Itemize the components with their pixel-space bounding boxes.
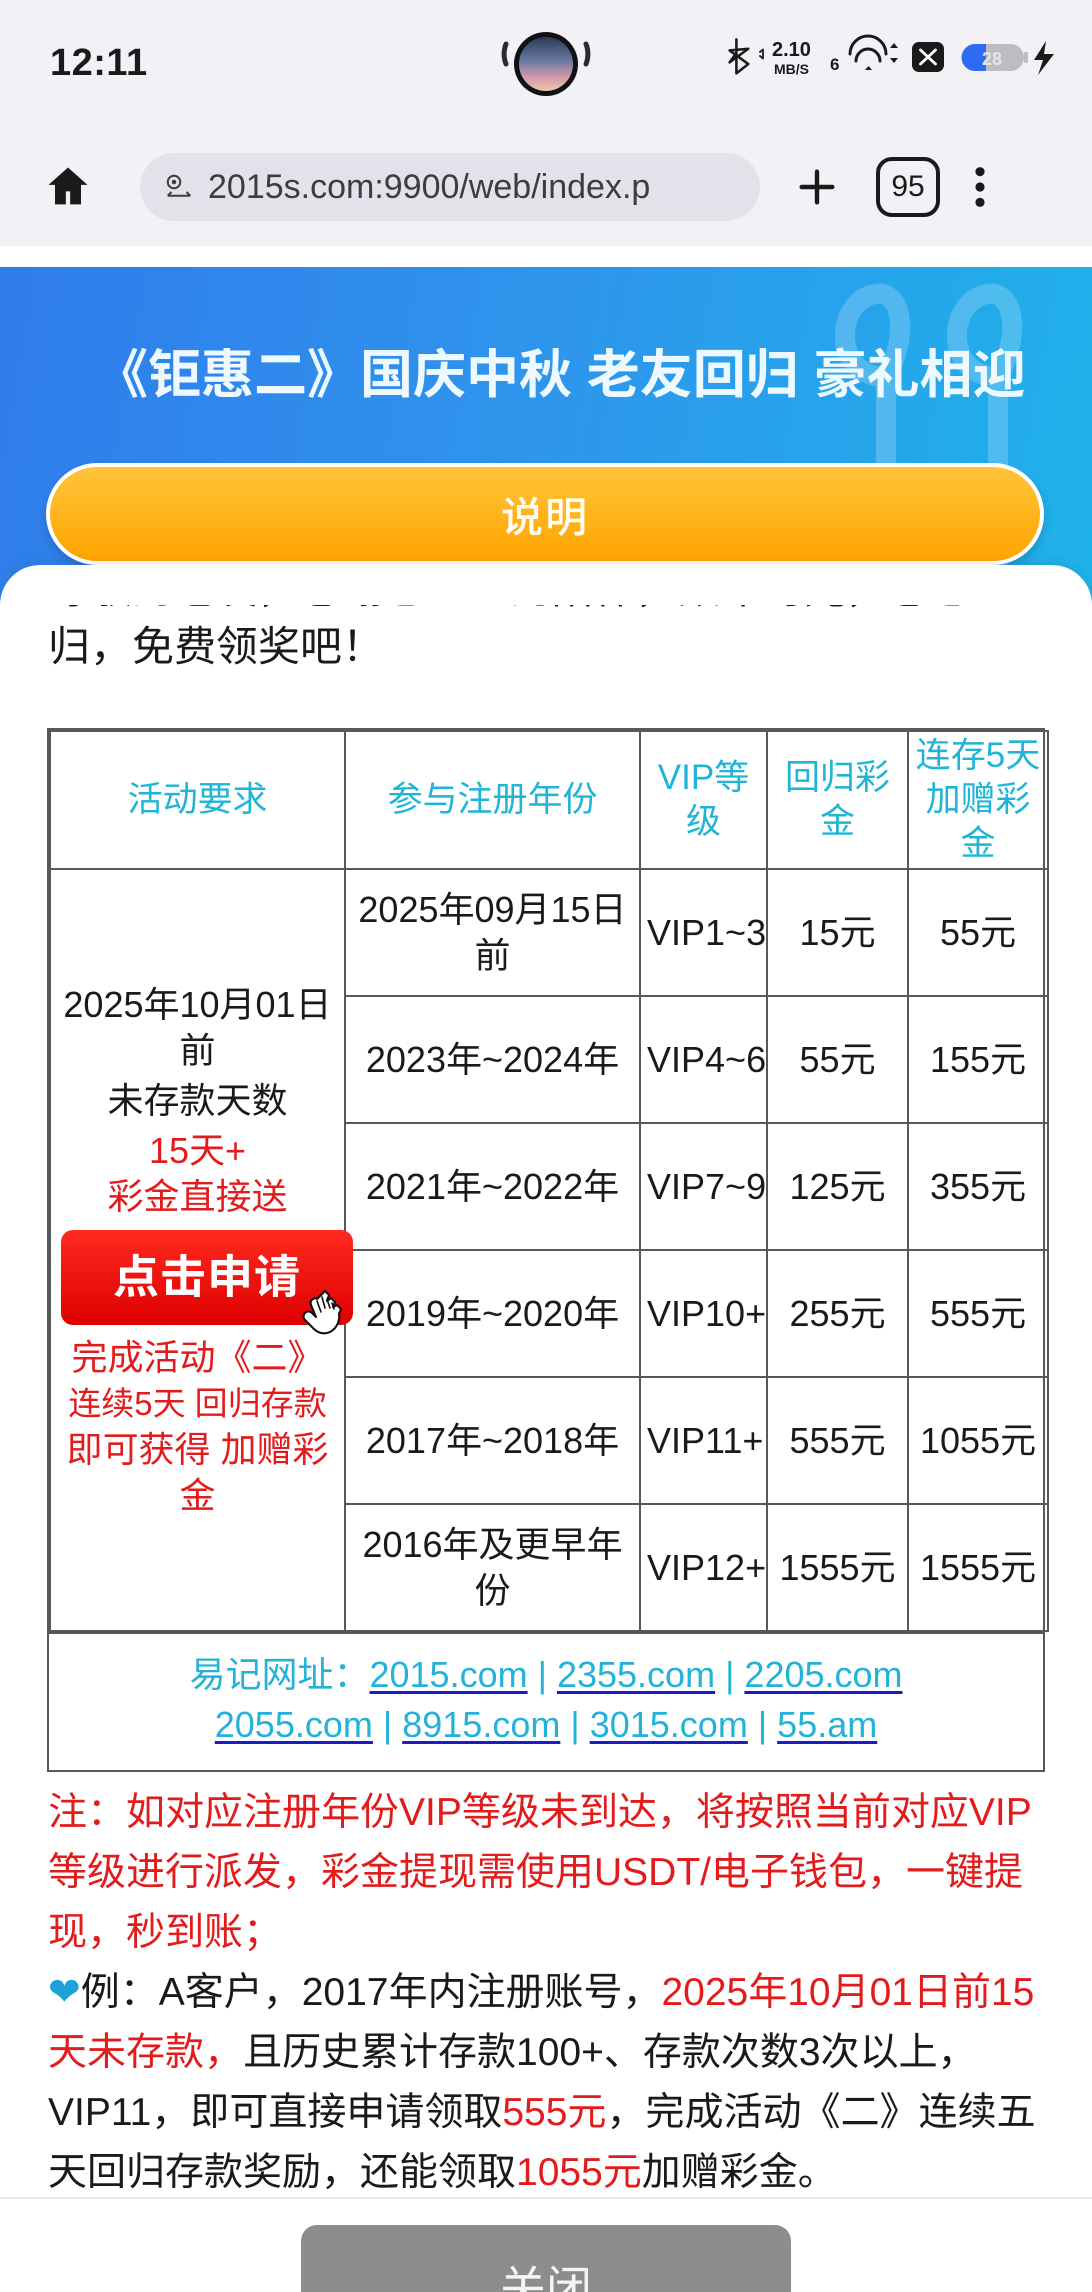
svg-text:28: 28 xyxy=(982,49,1002,69)
svg-text:6: 6 xyxy=(830,55,839,74)
svg-text:2.10: 2.10 xyxy=(772,39,811,61)
svg-text:MB/S: MB/S xyxy=(774,61,809,77)
